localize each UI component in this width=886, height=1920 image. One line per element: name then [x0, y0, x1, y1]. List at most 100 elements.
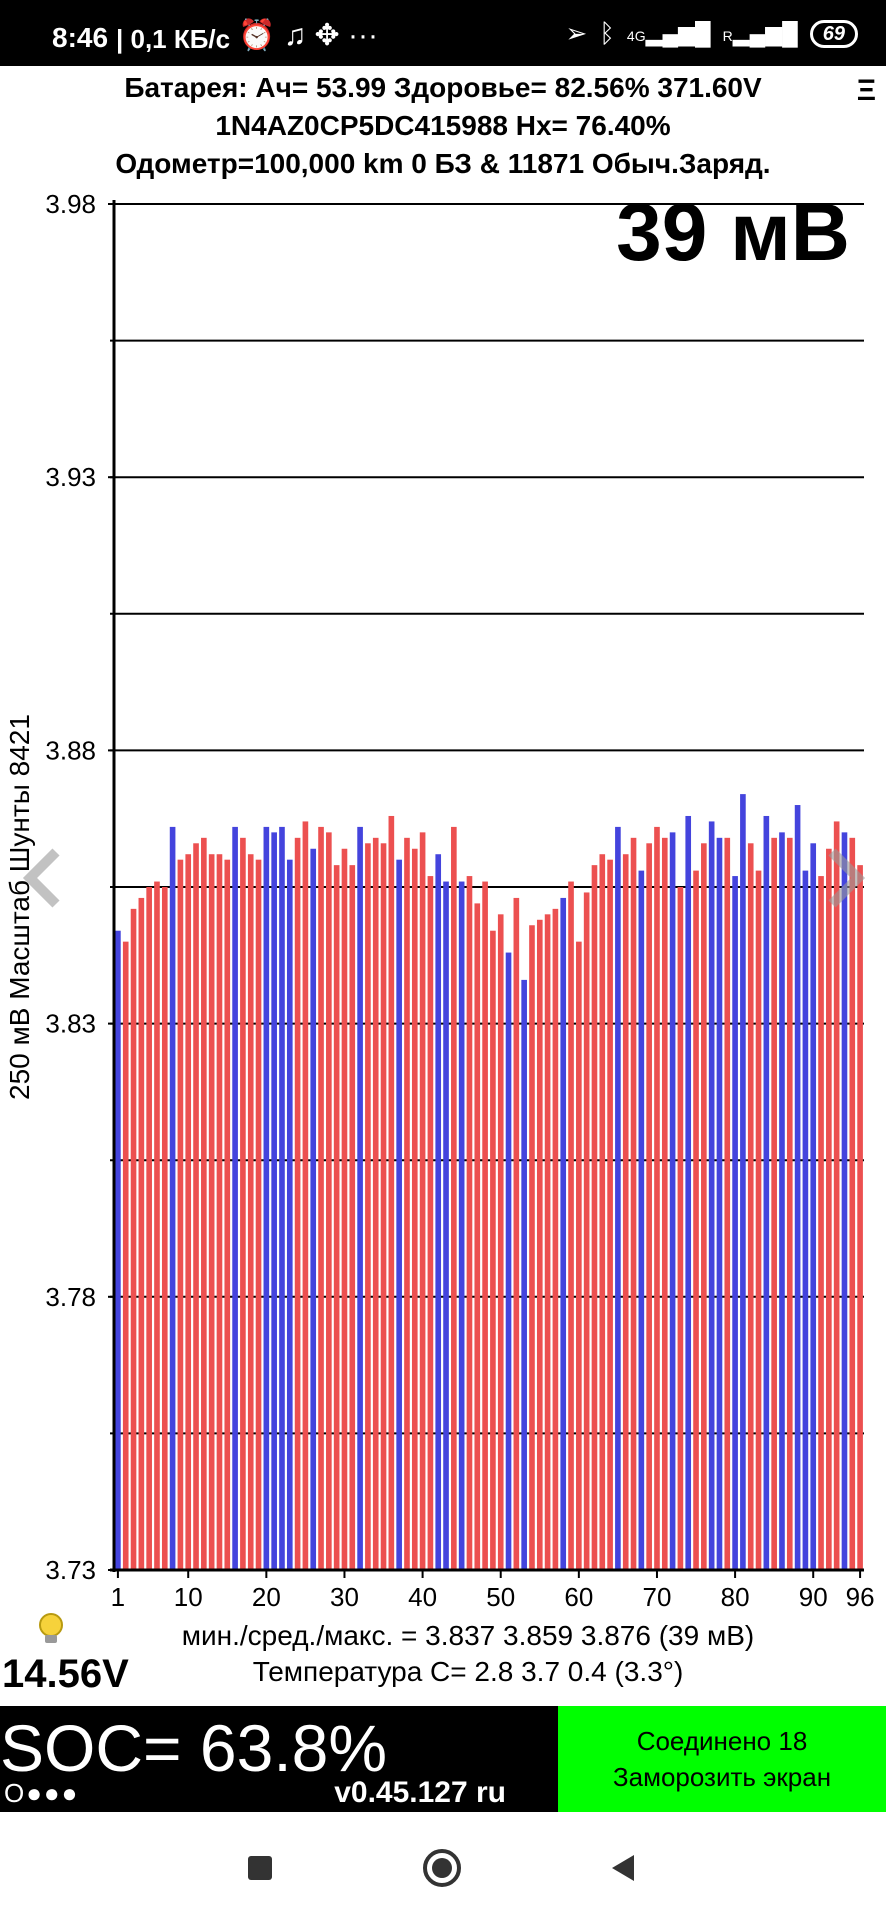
cell-bar-56 [544, 914, 551, 1570]
move-icon: ✥ [314, 19, 340, 52]
x-tick-label: 40 [408, 1582, 437, 1612]
battery-indicator: 69 [809, 19, 858, 48]
cell-bar-85 [771, 837, 777, 1570]
cell-bar-13 [208, 854, 215, 1570]
vin-line: 1N4AZ0CP5DC415988 Hx= 76.40% [215, 110, 671, 141]
cell-bar-31 [349, 865, 356, 1570]
cell-bar-45 [458, 881, 465, 1570]
cell-bar-32 [357, 826, 363, 1570]
y-tick-label: 3.83 [45, 1009, 96, 1039]
cell-bar-16 [232, 826, 238, 1570]
recents-square-icon[interactable] [240, 1848, 280, 1888]
cell-bar-53 [521, 979, 527, 1570]
y-tick-label: 3.73 [45, 1555, 96, 1585]
x-tick-label: 50 [486, 1582, 515, 1612]
cell-bar-55 [536, 919, 543, 1570]
cell-bar-15 [224, 859, 231, 1570]
cell-bar-58 [560, 897, 567, 1570]
cell-bar-57 [552, 908, 559, 1570]
cell-bar-68 [638, 870, 645, 1570]
y-tick-label: 3.93 [45, 462, 96, 492]
cell-voltage-chart[interactable]: 3.98 3.93 3.88 3.83 3.78 3.73 1 10 20 30 40 50 60 70 8… [0, 180, 886, 1620]
cell-bar-62 [591, 865, 598, 1570]
cell-bar-30 [341, 848, 348, 1570]
y-tick-label: 3.88 [45, 735, 96, 765]
cell-bar-67 [630, 837, 637, 1570]
cell-bar-82 [747, 843, 754, 1570]
signal-4g-icon: 4G▂▄▆█ [626, 20, 711, 46]
cell-bar-41 [427, 876, 434, 1570]
cell-bar-3 [130, 908, 137, 1570]
cell-bar-71 [661, 837, 668, 1570]
cell-bar-74 [685, 815, 692, 1570]
cell-bar-65 [615, 826, 621, 1570]
cell-bar-2 [122, 941, 129, 1570]
cell-bar-37 [396, 859, 402, 1570]
cell-bar-38 [404, 837, 410, 1570]
cell-bar-78 [716, 837, 723, 1570]
cell-bar-28 [326, 832, 332, 1570]
cell-bar-51 [505, 952, 512, 1570]
menu-icon[interactable]: Ξ [856, 74, 876, 107]
cell-bar-23 [286, 859, 293, 1570]
more-icon: ··· [348, 19, 379, 52]
cell-bar-4 [138, 897, 145, 1570]
cell-bar-44 [451, 826, 457, 1570]
home-circle-icon[interactable] [422, 1848, 462, 1888]
next-page-arrow-icon[interactable] [826, 848, 866, 908]
cell-bar-63 [599, 854, 606, 1570]
cell-bar-20 [263, 826, 270, 1570]
cell-bar-17 [240, 837, 246, 1570]
freeze-screen-label: Заморозить экран [612, 1762, 832, 1792]
cell-bar-66 [622, 854, 629, 1570]
cell-bar-77 [708, 821, 715, 1570]
cell-bar-79 [724, 837, 731, 1570]
network-speed: | 0,1 КБ/с [116, 24, 231, 54]
cell-bar-88 [794, 805, 801, 1570]
freeze-screen-button[interactable]: Соединено 18 Заморозить экран [558, 1706, 886, 1812]
cell-bar-6 [154, 881, 160, 1570]
cell-bar-40 [419, 832, 426, 1570]
x-tick-label: 10 [174, 1582, 203, 1612]
cell-bar-24 [294, 837, 301, 1570]
cell-bar-93 [833, 821, 840, 1570]
x-tick-label: 80 [721, 1582, 750, 1612]
cell-bar-26 [310, 848, 317, 1570]
back-triangle-icon[interactable] [604, 1848, 644, 1888]
y-axis-label: 250 мВ Масштаб Шунты 8421 [4, 714, 35, 1100]
cell-bar-35 [380, 843, 387, 1570]
x-tick-label: 20 [252, 1582, 281, 1612]
battery-summary: Батарея: Ач= 53.99 Здоровье= 82.56% 371.… [124, 72, 762, 103]
x-tick-label: 70 [643, 1582, 672, 1612]
previous-page-arrow-icon[interactable] [22, 848, 62, 908]
cell-bar-81 [740, 794, 746, 1570]
cell-bar-39 [411, 848, 418, 1570]
bluetooth-icon: ᛒ [599, 18, 615, 48]
cell-bar-19 [255, 859, 262, 1570]
x-tick-label: 90 [799, 1582, 828, 1612]
cell-bar-95 [849, 837, 856, 1570]
cell-bar-1 [115, 930, 121, 1570]
x-tick-label: 1 [111, 1582, 125, 1612]
cell-bar-90 [810, 843, 817, 1570]
cell-bar-11 [193, 843, 199, 1570]
cell-bar-91 [818, 876, 824, 1570]
lightbulb-icon[interactable] [34, 1612, 68, 1646]
cell-bar-89 [802, 870, 809, 1570]
cell-bar-83 [755, 870, 762, 1570]
cell-bar-92 [826, 848, 832, 1570]
cell-bar-43 [443, 881, 449, 1570]
odometer-line: Одометр=100,000 km 0 БЗ & 11871 Обыч.Зар… [115, 148, 771, 179]
cell-bar-84 [763, 815, 770, 1570]
cell-bar-73 [677, 887, 684, 1570]
cell-bar-96 [857, 865, 863, 1570]
cell-bar-34 [372, 837, 379, 1570]
cell-bar-52 [513, 897, 520, 1570]
cell-bar-86 [779, 832, 785, 1570]
music-icon: ♫ [283, 19, 307, 52]
cell-bar-60 [576, 941, 582, 1570]
app-version: v0.45.127 ru [334, 1776, 506, 1809]
connection-dots: O●●● [4, 1778, 80, 1808]
cell-bar-69 [646, 843, 652, 1570]
cell-bar-42 [435, 854, 442, 1570]
